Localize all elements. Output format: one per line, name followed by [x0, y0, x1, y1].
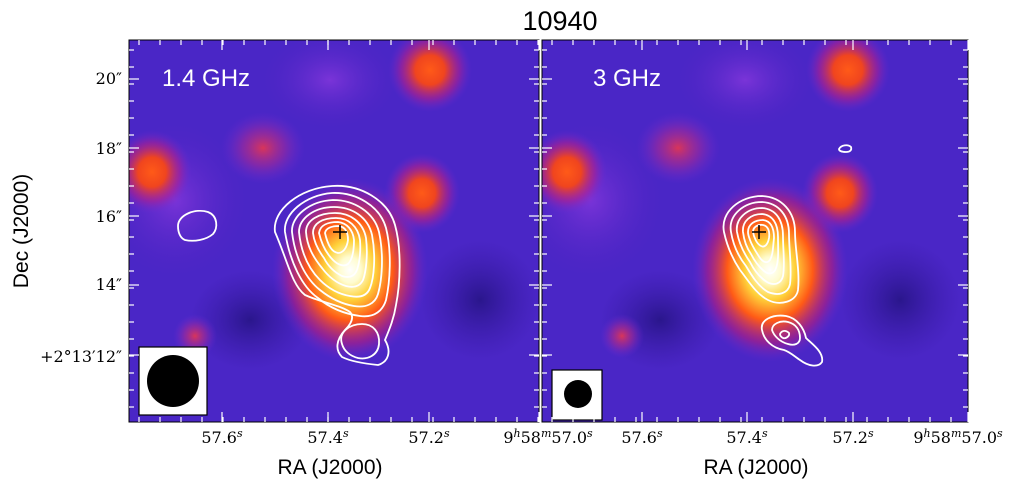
contour-level-5 [747, 219, 775, 264]
panel-left: 1.4 GHz [128, 39, 540, 423]
axis-ticks [129, 40, 969, 422]
contour-level-3 [736, 207, 785, 285]
contour-level-5 [305, 212, 368, 288]
contour-isolated [177, 210, 218, 242]
x-tick-label: 57.4s [726, 427, 768, 447]
y-axis-tick-labels: 20″ 18″ 16″ 14″ +2°13′12″ [40, 69, 122, 366]
x-axis-label-right: RA (J2000) [703, 456, 808, 479]
x-tick-label: 57.2s [832, 427, 874, 447]
x-tick-label: 57.6s [621, 427, 663, 447]
panel-right-label: 3 GHz [593, 65, 661, 92]
contour-level-2 [729, 201, 792, 295]
contour-level-2 [284, 192, 391, 318]
contour-level-1 [274, 185, 401, 366]
contour-secondary-outer [760, 314, 824, 367]
panel-right-contours [722, 144, 853, 367]
beam-right [551, 369, 603, 421]
contour-small [838, 144, 853, 153]
y-axis-label: Dec (J2000) [10, 174, 33, 288]
panel-right: 3 GHz [541, 39, 969, 423]
x-tick-label: 57.6s [201, 427, 243, 447]
y-tick-label: 14″ [96, 275, 122, 294]
x-axis-tick-labels-left: 57.6s 57.4s 57.2s 9h58m57.0s [201, 427, 593, 447]
contour-level-3 [291, 199, 383, 308]
contour-level-6 [312, 217, 362, 278]
x-tick-label: 9h58m57.0s [503, 427, 593, 447]
panel-right-image [542, 40, 968, 422]
y-tick-label: 16″ [96, 207, 122, 226]
x-tick-label: 9h58m57.0s [913, 427, 1003, 447]
y-tick-label: 20″ [96, 69, 122, 88]
contour-level-8 [324, 225, 349, 254]
beam-left [138, 346, 208, 416]
x-axis-tick-labels-right: 57.6s 57.4s 57.2s 9h58m57.0s [621, 427, 1003, 447]
contour-secondary-inner [771, 320, 801, 346]
contour-level-4 [742, 213, 780, 275]
contour-secondary [340, 323, 380, 360]
contour-level-1 [722, 195, 800, 304]
source-marker-left [333, 225, 347, 239]
y-tick-label: +2°13′12″ [40, 347, 122, 366]
x-axis-label-left: RA (J2000) [277, 456, 382, 479]
panel-left-image [129, 40, 539, 422]
figure-title: 10940 [522, 6, 597, 36]
y-tick-label: 18″ [96, 139, 122, 158]
panel-left-label: 1.4 GHz [162, 65, 250, 92]
contour-level-4 [298, 206, 376, 298]
x-tick-label: 57.4s [307, 427, 349, 447]
source-marker-right [752, 225, 766, 239]
x-tick-label: 57.2s [408, 427, 450, 447]
contour-level-7 [318, 221, 355, 267]
contour-secondary-peak [779, 329, 791, 340]
panel-left-contours [177, 185, 401, 366]
